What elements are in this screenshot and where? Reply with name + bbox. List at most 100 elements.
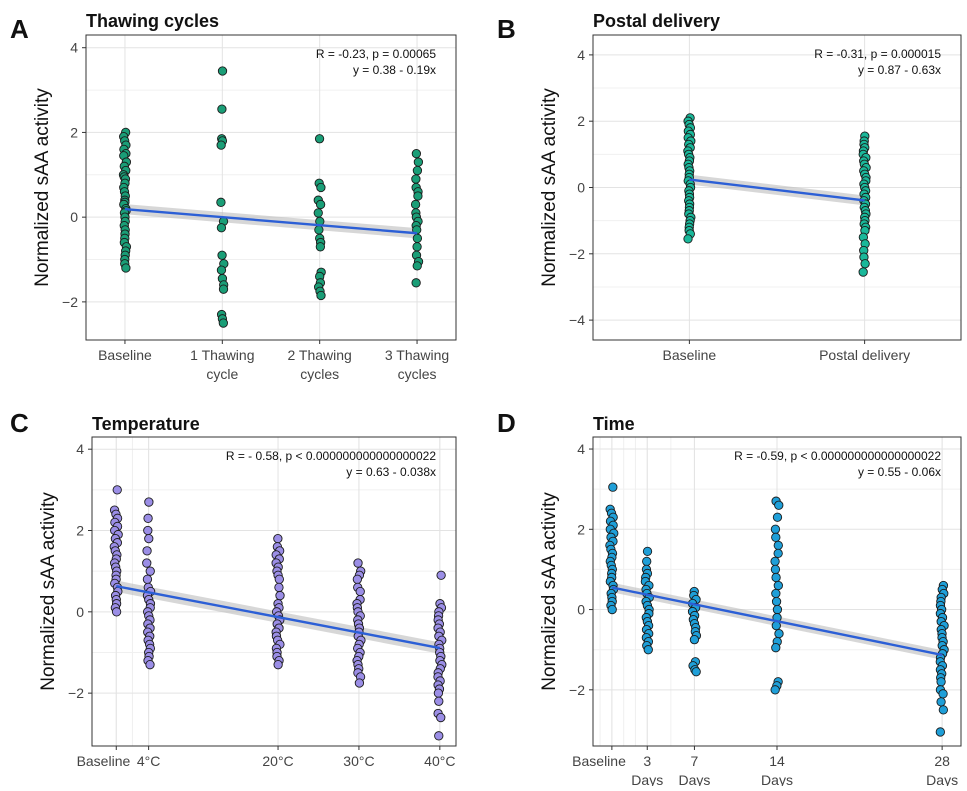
data-point — [772, 604, 783, 615]
data-point — [689, 635, 700, 645]
panel-a: −2 0 2 4 Baseline 1 Thawing cycle 2 Thawing cycl… — [10, 11, 457, 382]
x-tick-label: Baseline — [98, 347, 152, 363]
y-tick-label: 0 — [577, 602, 585, 618]
data-point — [936, 677, 946, 687]
data-point — [274, 574, 284, 584]
data-point — [683, 234, 693, 244]
plot-frame — [592, 436, 962, 747]
data-point — [412, 261, 422, 271]
y-tick-label: 0 — [70, 209, 78, 225]
data-point — [144, 497, 154, 507]
stats-annotation: y = 0.38 - 0.19x — [353, 63, 436, 77]
y-axis-title: Normalized sAA activity — [32, 88, 53, 287]
y-tick-label: −4 — [569, 312, 585, 328]
data-point — [216, 140, 226, 150]
regression-line — [124, 207, 418, 235]
plot-frame — [91, 436, 457, 747]
y-tick-label: 2 — [577, 521, 585, 537]
x-tick-label: 28 — [934, 753, 950, 769]
stats-annotation: R = - 0.58, p < 0.000000000000000022 — [226, 449, 437, 463]
data-point — [436, 712, 446, 723]
data-point — [217, 104, 227, 114]
data-point — [216, 265, 227, 275]
y-tick-label: 2 — [70, 124, 78, 140]
data-point — [412, 233, 423, 243]
data-point — [352, 574, 363, 584]
stats-annotation: y = 0.63 - 0.038x — [346, 465, 436, 479]
x-tick-label: cycle — [206, 366, 238, 382]
data-point — [274, 582, 284, 593]
regression-line — [116, 585, 441, 650]
y-tick-label: 0 — [76, 604, 84, 620]
data-point — [642, 546, 653, 557]
plot-frame — [85, 34, 457, 341]
x-tick-label: Days — [631, 772, 663, 786]
stats-annotation: R = -0.31, p = 0.000015 — [814, 47, 941, 61]
data-point — [355, 586, 365, 597]
x-tick-label: 2 Thawing — [288, 347, 352, 363]
data-points — [605, 482, 949, 737]
data-point — [771, 532, 781, 542]
data-point — [771, 643, 781, 653]
panel-letter: D — [497, 408, 516, 438]
data-point — [434, 696, 444, 706]
y-tick-label: −2 — [569, 246, 585, 262]
data-point — [144, 533, 154, 544]
panel-letter: B — [497, 14, 516, 44]
data-point — [313, 208, 323, 218]
data-point — [413, 191, 423, 201]
data-point — [860, 259, 870, 269]
data-point — [145, 660, 155, 670]
data-point — [218, 318, 228, 328]
data-point — [773, 540, 783, 551]
panel-title: Postal delivery — [593, 11, 720, 31]
x-tick-label: 14 — [769, 753, 785, 769]
data-point — [774, 628, 784, 639]
x-tick-label: 1 Thawing — [190, 347, 254, 363]
data-point — [936, 697, 946, 707]
x-tick-label: Postal delivery — [819, 347, 910, 363]
plot-frame — [592, 34, 962, 341]
y-axis-title: Normalized sAA activity — [38, 492, 59, 691]
panel-c: −2 0 2 4 Baseline 4°C 20°C 30°C 40°C R = - 0.58, … — [10, 408, 457, 769]
x-tick-label: Baseline — [572, 753, 626, 769]
y-axis-title: Normalized sAA activity — [539, 88, 560, 287]
data-point — [412, 242, 422, 252]
data-point — [216, 197, 226, 207]
x-tick-label: 30°C — [343, 753, 374, 769]
y-tick-label: 2 — [76, 523, 84, 539]
y-tick-label: −2 — [569, 682, 585, 698]
data-point — [433, 688, 444, 698]
y-tick-label: −2 — [68, 685, 84, 701]
data-point — [643, 645, 653, 655]
y-tick-label: 4 — [76, 441, 84, 457]
y-tick-label: −2 — [62, 294, 78, 310]
y-tick-label: 0 — [577, 180, 585, 196]
stats-annotation: y = 0.87 - 0.63x — [858, 63, 941, 77]
data-point — [354, 678, 365, 688]
regression-line — [689, 178, 865, 202]
data-point — [412, 165, 423, 176]
data-point — [314, 134, 325, 144]
data-point — [314, 225, 324, 235]
data-point — [774, 500, 784, 510]
x-tick-label: 7 — [691, 753, 699, 769]
data-point — [142, 574, 153, 584]
data-point — [217, 250, 227, 260]
data-point — [275, 590, 285, 601]
panel-letter: A — [10, 14, 29, 44]
data-point — [938, 689, 948, 699]
data-point — [771, 588, 781, 599]
y-tick-label: 4 — [577, 441, 585, 457]
data-point — [273, 533, 283, 544]
data-point — [142, 546, 152, 556]
data-points — [118, 66, 424, 328]
data-point — [773, 580, 783, 591]
panel-title: Thawing cycles — [86, 11, 219, 31]
data-point — [273, 660, 283, 670]
data-point — [218, 284, 229, 294]
data-point — [410, 199, 421, 210]
x-tick-label: 20°C — [262, 753, 293, 769]
